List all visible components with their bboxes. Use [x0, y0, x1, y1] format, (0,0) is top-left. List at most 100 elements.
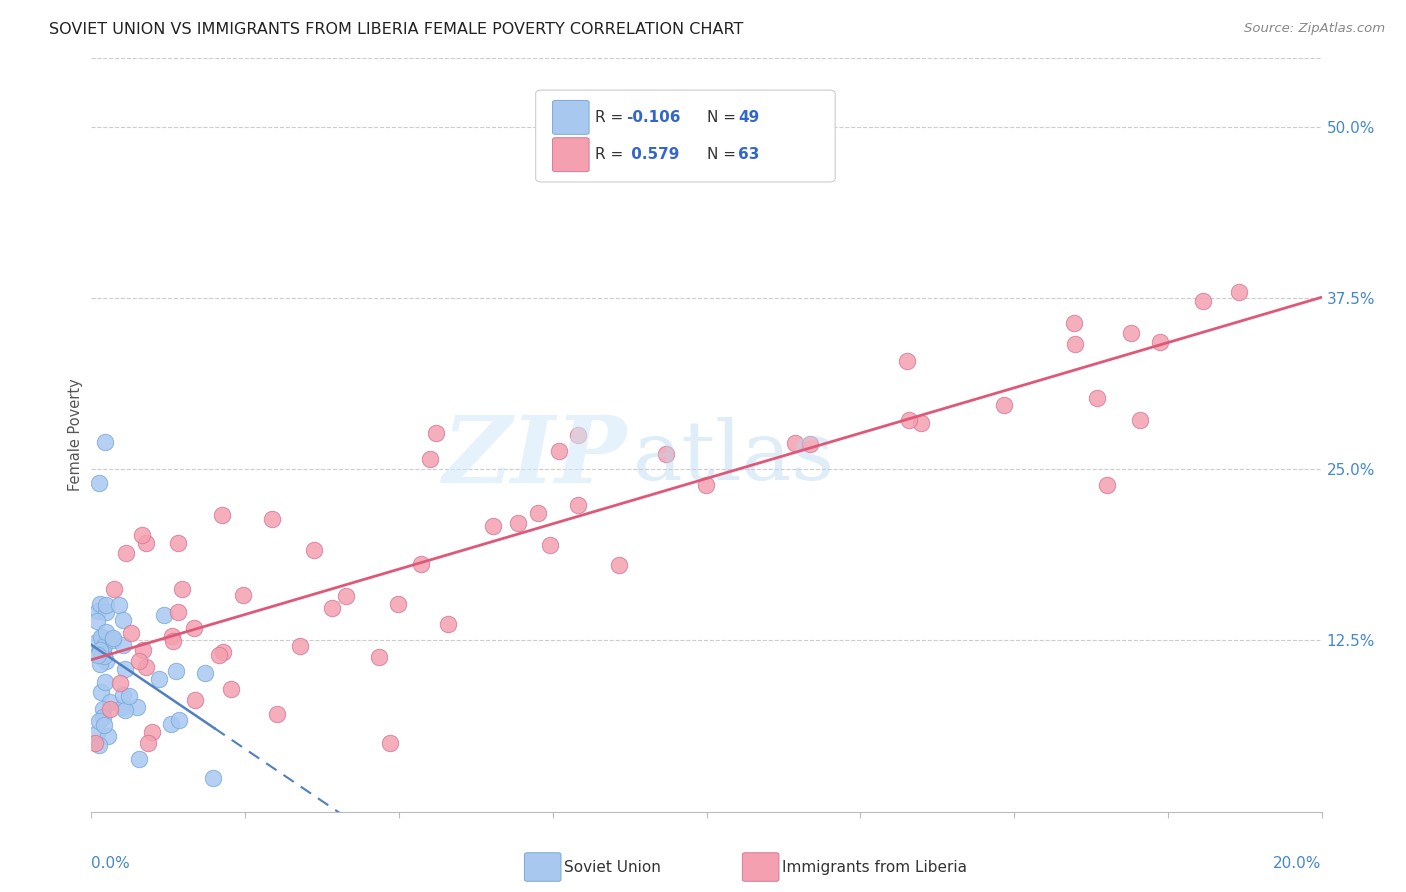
Point	[266, 706, 288, 721]
Point	[108, 598, 131, 612]
Point	[202, 771, 225, 785]
Point	[378, 736, 401, 750]
Point	[91, 643, 114, 657]
Point	[419, 451, 441, 466]
Point	[98, 695, 121, 709]
Point	[89, 657, 111, 671]
Point	[654, 447, 676, 461]
Point	[90, 645, 112, 659]
Point	[148, 672, 170, 686]
Point	[160, 716, 183, 731]
Point	[211, 508, 233, 522]
Point	[304, 542, 326, 557]
Point	[86, 614, 108, 628]
Point	[166, 605, 188, 619]
Point	[128, 752, 150, 766]
Point	[288, 640, 311, 654]
Y-axis label: Female Poverty: Female Poverty	[67, 378, 83, 491]
Point	[367, 649, 389, 664]
Point	[910, 416, 932, 430]
Point	[1227, 285, 1250, 299]
Point	[321, 601, 343, 615]
Point	[695, 478, 717, 492]
Point	[1149, 334, 1171, 349]
Point	[93, 717, 115, 731]
Point	[131, 528, 153, 542]
Point	[94, 654, 117, 668]
Point	[100, 702, 122, 716]
Point	[1095, 478, 1118, 492]
Point	[114, 546, 136, 560]
Point	[94, 633, 117, 648]
Point	[90, 685, 112, 699]
Point	[103, 582, 125, 596]
Point	[114, 703, 136, 717]
Point	[87, 648, 110, 663]
Point	[335, 589, 357, 603]
Point	[94, 674, 117, 689]
Point	[508, 516, 530, 531]
Point	[897, 413, 920, 427]
Point	[111, 614, 134, 628]
Point	[111, 688, 134, 702]
Point	[896, 354, 918, 368]
Point	[527, 506, 550, 520]
Point	[260, 511, 283, 525]
Text: Source: ZipAtlas.com: Source: ZipAtlas.com	[1244, 22, 1385, 36]
Point	[94, 605, 117, 619]
Text: 0.0%: 0.0%	[91, 855, 131, 871]
Point	[162, 633, 184, 648]
Point	[167, 714, 190, 728]
Point	[160, 629, 183, 643]
Point	[1119, 326, 1142, 340]
Point	[87, 714, 110, 728]
Point	[567, 498, 589, 512]
Point	[94, 624, 117, 639]
Point	[165, 664, 187, 678]
Point	[481, 519, 503, 533]
Point	[128, 654, 150, 668]
Point	[89, 738, 111, 752]
Point	[135, 535, 157, 549]
Point	[170, 582, 193, 596]
Point	[136, 736, 159, 750]
Point	[567, 427, 589, 442]
Text: SOVIET UNION VS IMMIGRANTS FROM LIBERIA FEMALE POVERTY CORRELATION CHART: SOVIET UNION VS IMMIGRANTS FROM LIBERIA …	[49, 22, 744, 37]
Point	[89, 643, 111, 657]
Point	[90, 630, 112, 644]
Point	[87, 604, 110, 618]
Point	[219, 682, 242, 697]
Point	[89, 597, 111, 611]
Point	[94, 434, 117, 449]
Point	[110, 676, 132, 690]
Point	[93, 648, 115, 663]
Point	[212, 645, 235, 659]
Point	[387, 597, 409, 611]
Point	[84, 636, 107, 650]
Point	[118, 690, 141, 704]
Point	[93, 640, 115, 654]
Text: N =: N =	[707, 147, 741, 162]
Point	[91, 710, 114, 724]
Point	[437, 616, 460, 631]
Text: N =: N =	[707, 110, 741, 125]
Text: 63: 63	[738, 147, 759, 162]
Point	[120, 626, 142, 640]
Point	[1129, 413, 1152, 427]
Point	[94, 598, 117, 612]
Point	[101, 632, 124, 647]
Point	[184, 693, 207, 707]
Text: Soviet Union: Soviet Union	[564, 860, 661, 874]
Text: ZIP: ZIP	[443, 412, 627, 502]
Point	[112, 699, 135, 714]
Point	[91, 702, 114, 716]
Text: 0.579: 0.579	[626, 147, 679, 162]
Text: 49: 49	[738, 110, 759, 125]
Point	[114, 662, 136, 676]
Text: Immigrants from Liberia: Immigrants from Liberia	[782, 860, 967, 874]
Point	[90, 630, 112, 644]
Point	[609, 558, 631, 572]
Point	[86, 726, 108, 740]
Point	[1192, 294, 1215, 309]
Point	[193, 665, 215, 680]
